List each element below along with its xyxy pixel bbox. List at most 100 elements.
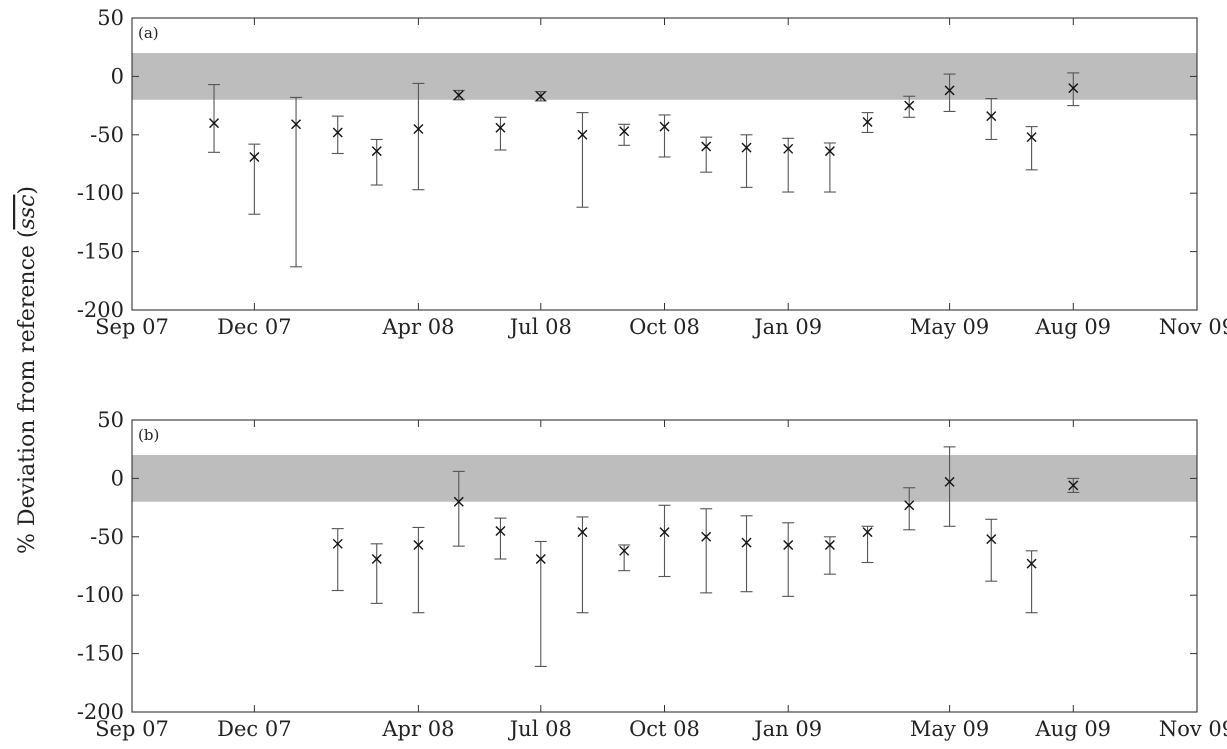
data-point — [943, 73, 956, 112]
x-tick-label: Nov 09 — [1159, 315, 1227, 339]
x-marker — [371, 553, 382, 564]
x-tick-label: Dec 07 — [217, 315, 291, 339]
data-point — [903, 95, 916, 118]
data-point — [412, 526, 425, 614]
data-point — [861, 525, 874, 564]
x-marker — [904, 100, 915, 111]
x-tick-label: Oct 08 — [629, 717, 700, 741]
x-tick-label: Oct 08 — [629, 315, 700, 339]
x-marker — [824, 539, 835, 550]
x-marker — [619, 126, 630, 137]
data-point — [412, 82, 425, 191]
data-point — [208, 84, 221, 153]
data-point — [782, 522, 795, 597]
data-point — [1025, 550, 1038, 614]
data-point — [576, 516, 589, 614]
x-marker — [332, 538, 343, 549]
x-marker — [535, 553, 546, 564]
data-point — [1025, 126, 1038, 171]
x-marker — [495, 122, 506, 133]
x-marker — [209, 118, 220, 129]
x-marker — [741, 537, 752, 548]
x-marker — [904, 500, 915, 511]
data-point — [700, 136, 713, 173]
x-tick-label: Jan 09 — [752, 315, 822, 339]
x-marker — [783, 539, 794, 550]
panel-label: (a) — [138, 24, 159, 42]
x-tick-label: Jan 09 — [752, 717, 822, 741]
data-point — [985, 98, 998, 141]
data-point — [370, 138, 383, 186]
x-tick-label: Sep 07 — [95, 315, 169, 339]
x-marker — [535, 91, 546, 102]
y-tick-label: -200 — [77, 700, 124, 724]
x-marker — [862, 527, 873, 538]
x-marker — [659, 527, 670, 538]
y-tick-label: -150 — [77, 642, 124, 666]
x-marker — [495, 525, 506, 536]
x-marker — [577, 129, 588, 140]
y-axis-label-symbol: ssc — [15, 195, 40, 230]
x-marker — [453, 496, 464, 507]
data-point — [823, 142, 836, 193]
data-point — [903, 487, 916, 531]
x-marker — [619, 545, 630, 556]
y-tick-label: -100 — [77, 583, 124, 607]
x-marker — [577, 527, 588, 538]
data-point — [861, 112, 874, 134]
data-point — [943, 446, 956, 527]
x-tick-label: May 09 — [910, 315, 989, 339]
x-marker — [783, 143, 794, 154]
data-point — [534, 91, 547, 102]
data-point — [700, 508, 713, 594]
x-marker — [986, 111, 997, 122]
y-tick-label: -50 — [90, 123, 124, 147]
reference-band — [132, 455, 1197, 502]
x-marker — [986, 534, 997, 545]
x-marker — [741, 142, 752, 153]
y-tick-label: -50 — [90, 525, 124, 549]
y-tick-label: -200 — [77, 298, 124, 322]
y-tick-label: 50 — [97, 6, 124, 30]
x-marker — [453, 90, 464, 101]
x-marker — [944, 85, 955, 96]
x-tick-label: Sep 07 — [95, 717, 169, 741]
x-marker — [1068, 83, 1079, 94]
data-point — [985, 518, 998, 582]
x-tick-label: Apr 08 — [381, 717, 454, 741]
x-tick-label: Nov 09 — [1159, 717, 1227, 741]
y-axis-label: % Deviation from reference (ssc) — [15, 186, 40, 554]
y-tick-label: -150 — [77, 240, 124, 264]
x-marker — [1026, 558, 1037, 569]
x-tick-label: Aug 09 — [1035, 315, 1112, 339]
data-point — [658, 504, 671, 578]
x-tick-label: May 09 — [910, 717, 989, 741]
x-marker — [291, 119, 302, 130]
data-point — [618, 544, 631, 572]
data-point — [331, 528, 344, 592]
data-point — [576, 112, 589, 208]
y-tick-label: 50 — [97, 408, 124, 432]
y-axis-label-text: % Deviation from reference ( — [15, 230, 40, 555]
x-tick-label: Dec 07 — [217, 717, 291, 741]
x-marker — [413, 539, 424, 550]
data-point — [494, 116, 507, 151]
x-tick-label: Apr 08 — [381, 315, 454, 339]
data-point — [290, 96, 303, 268]
data-point — [658, 114, 671, 158]
data-point — [534, 540, 547, 667]
x-marker — [659, 121, 670, 132]
x-marker — [701, 141, 712, 152]
x-marker — [824, 146, 835, 157]
y-axis-label-close: ) — [15, 186, 40, 195]
x-tick-label: Jul 08 — [508, 315, 572, 339]
data-point — [331, 115, 344, 155]
data-point — [618, 123, 631, 146]
x-marker — [1026, 132, 1037, 143]
x-marker — [332, 127, 343, 138]
data-point — [452, 89, 465, 101]
reference-band — [132, 53, 1197, 100]
